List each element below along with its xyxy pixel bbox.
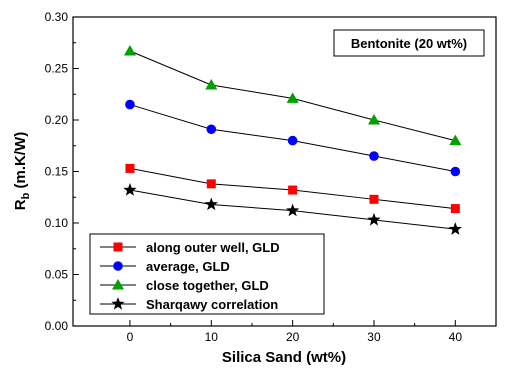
- data-point: [369, 194, 379, 204]
- data-point: [367, 212, 381, 226]
- legend-marker: [113, 261, 123, 271]
- data-point: [450, 166, 461, 177]
- y-tick-label: 0.30: [45, 10, 69, 24]
- legend-label: Sharqawy correlation: [146, 297, 278, 312]
- annotation-label: Bentonite (20 wt%): [351, 36, 467, 51]
- x-tick-label: 40: [449, 330, 463, 344]
- y-tick-label: 0.10: [45, 216, 69, 230]
- data-point: [205, 78, 218, 90]
- y-tick-label: 0.25: [45, 62, 69, 76]
- data-point: [206, 124, 217, 135]
- legend-marker: [111, 297, 125, 310]
- legend-item: close together, GLD: [100, 278, 269, 293]
- legend-marker: [113, 242, 123, 252]
- data-point: [448, 222, 462, 235]
- data-point: [288, 185, 298, 195]
- x-tick-label: 30: [367, 330, 381, 344]
- x-tick-label: 20: [286, 330, 300, 344]
- y-tick-label: 0.00: [45, 319, 69, 333]
- series-layer: [123, 44, 462, 235]
- legend-label: close together, GLD: [146, 278, 269, 293]
- y-axis-title-unit: (m.K/W): [12, 132, 29, 193]
- data-point: [450, 204, 460, 214]
- legend-marker: [112, 279, 124, 290]
- data-point: [123, 44, 136, 56]
- data-point: [206, 179, 216, 189]
- annotation-box: Bentonite (20 wt%): [333, 29, 485, 57]
- series-triangle: [123, 44, 462, 146]
- data-point: [123, 183, 137, 196]
- annotation-frame: [333, 29, 485, 57]
- data-point: [286, 92, 299, 103]
- legend-item: average, GLD: [100, 259, 230, 274]
- data-point: [367, 114, 380, 125]
- axis-ticks: 0 10 20 30 40 0.00 0.05 0.10 0.15 0.20 0.25 0.30: [45, 10, 497, 344]
- legend-label: average, GLD: [146, 259, 230, 274]
- legend-item: along outer well, GLD: [100, 240, 280, 255]
- data-point: [449, 134, 462, 146]
- x-tick-label: 0: [127, 330, 134, 344]
- data-point: [204, 197, 218, 211]
- data-point: [125, 99, 135, 110]
- legend-item: Sharqawy correlation: [100, 297, 278, 312]
- data-point: [287, 135, 298, 146]
- data-point: [369, 151, 379, 161]
- series-star: [123, 183, 462, 235]
- y-tick-label: 0.15: [45, 165, 69, 179]
- y-tick-label: 0.20: [45, 113, 69, 127]
- y-axis-title-main: R: [12, 199, 29, 210]
- data-point: [285, 203, 300, 217]
- y-axis-title: Rb (m.K/W): [12, 132, 32, 210]
- legend-label: along outer well, GLD: [146, 240, 280, 255]
- data-point: [125, 163, 135, 173]
- series-circle: [125, 99, 461, 177]
- x-axis-title: Silica Sand (wt%): [222, 349, 346, 366]
- series-square: [125, 163, 460, 214]
- y-axis-title-sub: b: [20, 192, 32, 199]
- x-tick-label: 10: [205, 330, 219, 344]
- legend: along outer well, GLD average, GLD close t…: [89, 233, 325, 315]
- y-tick-label: 0.05: [45, 268, 69, 282]
